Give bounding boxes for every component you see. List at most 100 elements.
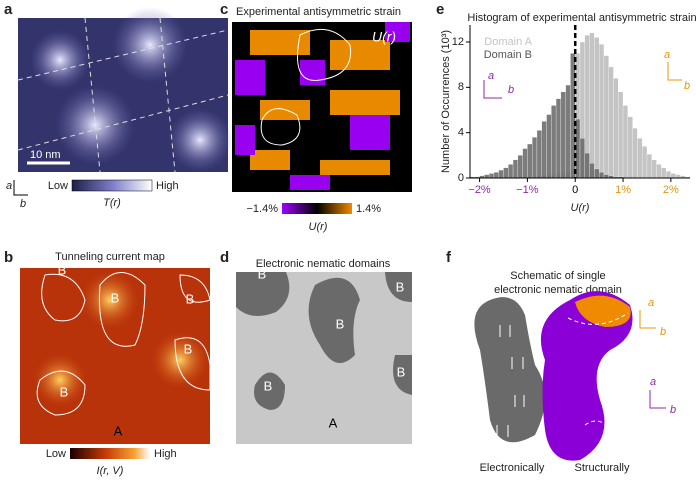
colorbar-low: Low [48,180,68,192]
panel-a: a 10 nm a b Low High T(r) [4,1,232,210]
domain-label: B [396,279,405,294]
bar [627,116,633,179]
colorbar [282,203,352,214]
domain-boundary [260,28,352,146]
legend-entry: Domain B [484,49,532,61]
bar [536,130,542,179]
scale-label: 10 nm [30,149,61,161]
panel-title: Experimental antisymmetric strain [236,6,401,18]
domain-label: B [186,291,195,306]
bar [622,105,628,179]
bar [603,55,609,179]
domain-label: B [264,378,273,393]
bar [527,143,533,179]
bar [508,164,514,179]
caption: Structurally [574,462,630,474]
x-tick-label: −1% [516,184,539,196]
panel-e: e Histogram of experimental antisymmetric… [436,1,696,214]
panel-label: d [220,249,229,266]
axis-b: b [508,84,514,96]
y-axis-label: Number of Occurrences (10³) [440,30,452,173]
bright-region [32,352,88,408]
panel-label: b [4,249,13,266]
bar [565,84,571,179]
bar [603,174,609,179]
bar [589,32,595,179]
bar [579,138,585,179]
y-tick-label: 12 [452,36,464,48]
domain-label: B [58,262,67,277]
bright-region [112,7,188,83]
bright-region [30,30,90,90]
colorbar-quantity: T(r) [103,197,121,209]
bar [675,174,681,179]
bar [484,174,490,179]
bar [488,173,495,179]
bar [618,91,624,179]
domain-shape-strain [540,291,633,461]
bar [546,114,552,179]
axes-arrow [649,390,666,409]
colorbar-max: 1.4% [356,203,381,215]
x-tick-label: 2% [663,184,679,196]
bar [613,78,619,179]
bar [594,37,600,179]
bar [646,154,652,179]
bar [637,138,643,179]
domain-label: B [184,341,193,356]
bright-region [150,330,210,390]
axis-a: a [664,49,670,61]
bar [670,173,676,179]
axes-arrow [483,80,502,99]
domain-label: A [114,423,123,438]
x-axis-label: U(r) [571,202,590,214]
bar [656,164,662,179]
panel-label: a [4,1,13,18]
axis-b: b [660,326,666,338]
colorbar-high: High [156,180,179,192]
panel-c: c Experimental antisymmetric strain U(r)… [220,1,412,233]
map-label: U(r) [372,29,396,45]
bar [661,167,667,179]
colorbar-quantity: I(r, V) [97,465,124,477]
axis-a: a [648,297,654,309]
domain-label: A [329,415,338,430]
bar [589,163,595,179]
domain-label: B [60,384,69,399]
domain-label: B [111,290,120,305]
bar [560,91,566,179]
bar [608,66,614,179]
bar [665,171,672,179]
colorbar-min: −1.4% [247,203,279,215]
negative-strain [235,22,410,190]
domain-b [236,272,412,410]
y-tick-label: 0 [458,172,464,184]
domain-label: B [336,316,345,331]
bar [632,127,638,179]
panel-f: f Schematic of single electronic nematic… [446,249,676,474]
axes-arrow [639,310,656,329]
bar [598,44,605,179]
bar [512,159,518,179]
bar [551,105,557,179]
x-tick-label: 1% [615,184,631,196]
colorbar-low: Low [46,448,66,460]
colorbar-high: High [154,448,177,460]
y-tick-label: 4 [458,127,464,139]
bar [584,152,590,179]
bar [517,155,523,179]
strain-boundary [567,312,629,431]
panel-label: f [446,249,452,266]
panel-title: Electronic nematic domains [256,258,391,270]
colorbar-quantity: U(r) [309,221,328,233]
colorbar [70,448,150,459]
panel-b: b Tunneling current map Low High I(r, V) [4,249,211,477]
lattice-guide [17,17,229,173]
bar [493,172,499,179]
nematic-marker [496,325,525,437]
panel-label: c [220,1,228,18]
positive-strain [250,30,400,175]
bar [594,168,600,179]
axis-b: b [684,80,690,92]
